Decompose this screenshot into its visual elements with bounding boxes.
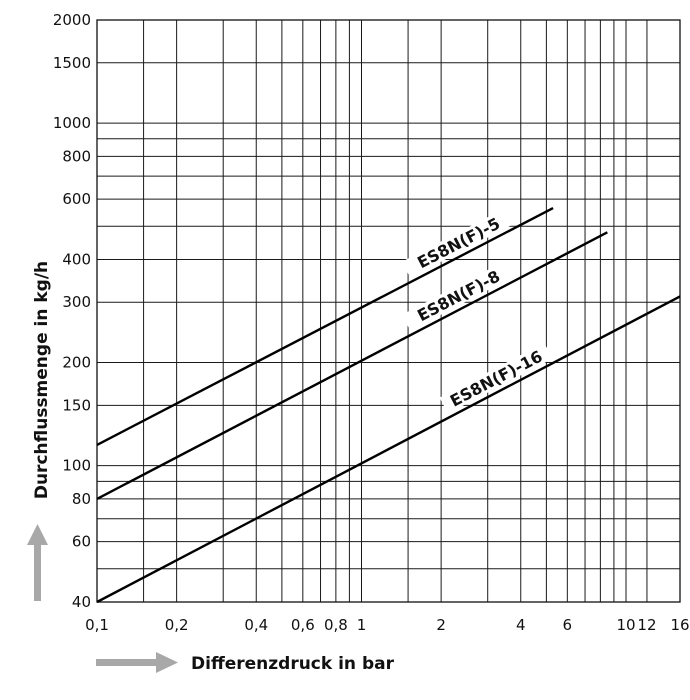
x-tick-label: 0,2 (165, 616, 189, 634)
series-lines (96, 206, 681, 604)
plot-frame (96, 19, 681, 603)
x-axis-label: Differenzdruck in bar (191, 654, 395, 674)
y-axis-label: Durchflussmenge in kg/h (32, 261, 52, 499)
x-tick-label: 1 (357, 616, 367, 634)
y-tick-label: 400 (62, 250, 91, 268)
series-label: ES8N(F)-5 (414, 214, 503, 272)
x-tick-label: 6 (563, 616, 573, 634)
x-tick-label: 0,8 (324, 616, 348, 634)
x-tick-label: 12 (637, 616, 656, 634)
y-tick-label: 40 (72, 593, 91, 611)
tick-labels: 0,1 0,2 0,4 0,6 0,8 1 2 4 6 10 12 16406080100150200… (53, 11, 690, 634)
y-tick-label: 1500 (53, 54, 91, 72)
x-tick-label: 2 (436, 616, 446, 634)
y-tick-label: 100 (62, 457, 91, 475)
y-tick-label: 600 (62, 190, 91, 208)
x-axis-arrow-icon (96, 652, 178, 673)
series-label-bg (401, 260, 515, 331)
series-line-2 (96, 231, 608, 500)
y-tick-label: 200 (62, 354, 91, 372)
series-line-1 (96, 206, 554, 446)
grid (96, 19, 681, 603)
y-tick-label: 150 (62, 396, 91, 414)
x-tick-label: 16 (670, 616, 689, 634)
y-tick-label: 2000 (53, 11, 91, 29)
y-tick-label: 80 (72, 490, 91, 508)
x-tick-label: 4 (516, 616, 526, 634)
x-tick-label: 0,4 (244, 616, 268, 634)
series-label-bg (401, 207, 515, 278)
x-tick-label: 10 (616, 616, 635, 634)
x-tick-label: 0,6 (291, 616, 315, 634)
series-label-bg (439, 342, 553, 414)
series-label: ES8N(F)-16 (447, 347, 546, 411)
series-label: ES8N(F)-8 (414, 267, 503, 326)
y-tick-label: 800 (62, 147, 91, 165)
y-axis-arrow-icon (27, 524, 48, 601)
y-tick-label: 60 (72, 533, 91, 551)
x-tick-label: 0,1 (85, 616, 109, 634)
y-tick-label: 300 (62, 293, 91, 311)
series-line-3 (96, 295, 681, 604)
series-label-group: ES8N(F)-16 (439, 342, 553, 414)
y-tick-label: 1000 (53, 114, 91, 132)
